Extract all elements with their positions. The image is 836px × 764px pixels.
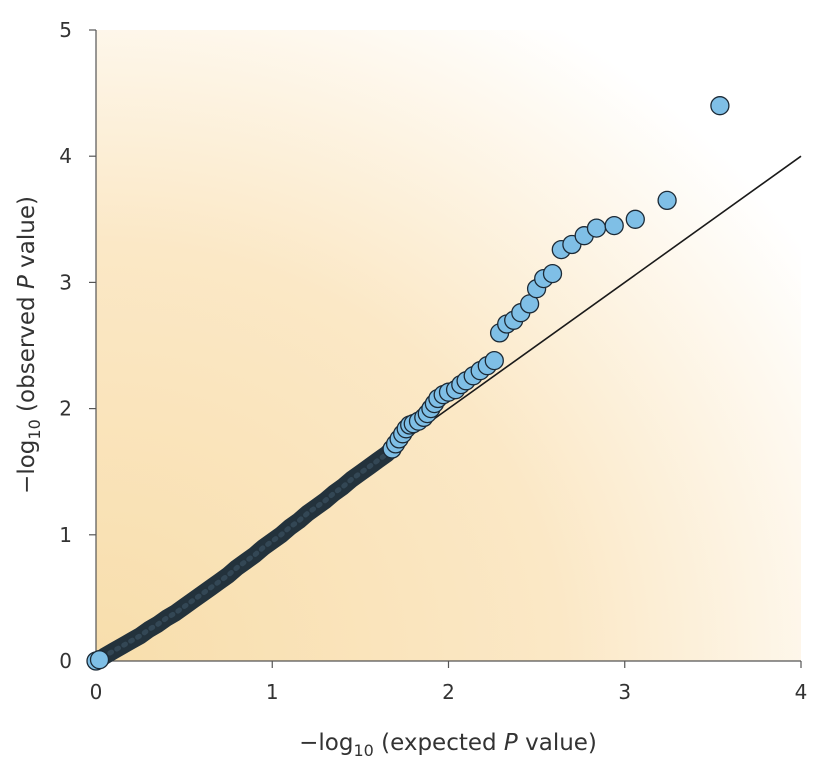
plot-background <box>96 30 801 661</box>
x-tick-label: 4 <box>795 680 808 704</box>
y-axis-title: −log10 (observed P value) <box>14 196 44 494</box>
y-tick-label: 0 <box>59 649 72 673</box>
data-point <box>625 209 645 229</box>
data-point <box>657 190 677 211</box>
x-tick-label: 0 <box>90 680 103 704</box>
x-tick-label: 1 <box>266 680 279 704</box>
data-point <box>484 350 504 371</box>
x-tick-label: 2 <box>442 680 455 704</box>
x-axis-title: −log10 (expected P value) <box>299 730 597 760</box>
data-point <box>586 218 607 238</box>
dense-point-trail-texture <box>93 422 413 664</box>
data-point <box>604 215 624 236</box>
data-point <box>89 650 110 670</box>
data-points-group <box>86 96 730 671</box>
y-tick-label: 1 <box>59 523 72 547</box>
y-tick-label: 5 <box>59 18 72 42</box>
y-tick-label: 4 <box>59 144 72 168</box>
y-tick-label: 2 <box>59 397 72 421</box>
data-point <box>542 263 563 284</box>
x-tick-label: 3 <box>618 680 631 704</box>
data-point <box>710 96 730 116</box>
axes: 0 1 2 3 4 0 1 2 3 4 5 <box>59 18 807 704</box>
y-tick-label: 3 <box>59 270 72 294</box>
dense-point-trail-group <box>87 416 419 670</box>
